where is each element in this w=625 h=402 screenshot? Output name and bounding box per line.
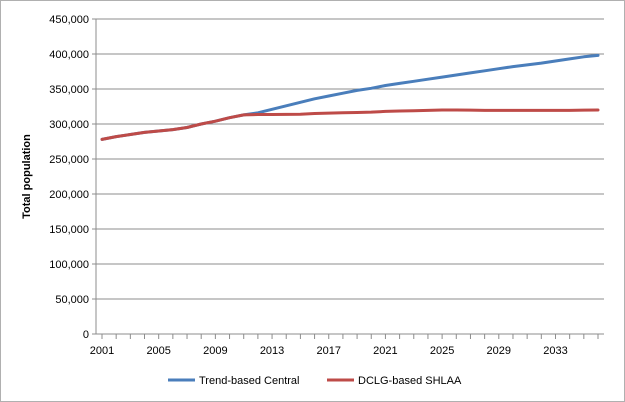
data-point: [299, 101, 302, 104]
x-tick-label: 2009: [203, 345, 227, 357]
data-point: [200, 123, 202, 125]
data-point: [483, 70, 486, 72]
data-point: [498, 67, 500, 70]
data-point: [455, 74, 458, 76]
data-point: [526, 109, 528, 112]
y-tick-label: 150,000: [49, 224, 89, 236]
data-point: [583, 109, 585, 111]
x-tick-label: 2017: [317, 345, 341, 357]
data-point: [412, 80, 415, 83]
data-point: [186, 126, 188, 129]
data-point: [512, 109, 514, 112]
data-point: [583, 56, 585, 58]
data-point: [370, 87, 373, 90]
x-tick-label: 2013: [260, 345, 284, 357]
data-point: [356, 89, 358, 92]
x-tick-label: 2025: [430, 345, 454, 357]
data-point: [398, 82, 401, 85]
data-point: [242, 114, 245, 116]
legend-label-1: Trend-based Central: [199, 375, 299, 387]
data-point: [327, 112, 330, 114]
y-tick-label: 300,000: [49, 119, 89, 131]
data-point: [327, 95, 330, 97]
data-point: [384, 110, 387, 113]
data-point: [568, 109, 571, 112]
y-tick-label: 100,000: [49, 259, 89, 271]
data-point: [214, 120, 217, 122]
data-point: [455, 109, 458, 111]
x-tick-label: 2001: [90, 345, 114, 357]
y-tick-label: 200,000: [49, 189, 89, 201]
data-point: [285, 105, 288, 107]
data-point: [568, 58, 571, 60]
y-tick-label: 350,000: [49, 84, 89, 96]
data-point: [554, 60, 557, 62]
data-point: [313, 98, 316, 100]
y-axis-title: Total population: [21, 134, 33, 219]
data-point: [427, 78, 429, 80]
data-point: [540, 109, 543, 112]
data-point: [370, 111, 373, 113]
data-point: [427, 109, 429, 112]
data-point: [257, 113, 259, 116]
data-point: [384, 84, 387, 87]
data-point: [115, 135, 117, 138]
data-point: [271, 108, 273, 111]
data-point: [441, 76, 443, 78]
data-point: [597, 54, 599, 57]
legend-label-2: DCLG-based SHLAA: [358, 375, 462, 387]
y-tick-label: 50,000: [55, 294, 89, 306]
y-tick-label: 250,000: [49, 154, 89, 166]
data-point: [228, 116, 231, 119]
data-point: [143, 131, 146, 134]
data-point: [356, 111, 358, 114]
data-point: [172, 128, 174, 131]
data-point: [157, 130, 160, 132]
data-point: [597, 109, 599, 111]
data-point: [313, 112, 316, 115]
data-point: [441, 109, 443, 111]
data-point: [512, 65, 514, 68]
x-tick-label: 2005: [146, 345, 170, 357]
data-point: [483, 109, 486, 112]
y-tick-label: 400,000: [49, 49, 89, 61]
data-point: [101, 138, 103, 141]
x-tick-label: 2021: [373, 345, 397, 357]
data-point: [299, 113, 302, 115]
data-point: [342, 92, 344, 94]
data-point: [498, 109, 500, 112]
x-tick-label: 2029: [487, 345, 511, 357]
data-point: [285, 113, 288, 116]
data-point: [526, 64, 528, 66]
data-point: [398, 110, 401, 112]
series-line-1: [100, 53, 600, 141]
data-point: [342, 112, 344, 114]
data-point: [540, 62, 543, 64]
data-point: [469, 109, 472, 111]
y-tick-label: 450,000: [49, 14, 89, 26]
data-point: [129, 133, 132, 136]
data-point: [412, 109, 415, 112]
series-line-2: [100, 108, 600, 141]
data-point: [271, 113, 273, 116]
data-point: [469, 72, 472, 74]
data-point: [554, 109, 557, 112]
x-tick-label: 2033: [543, 345, 567, 357]
y-tick-label: 0: [83, 329, 89, 341]
